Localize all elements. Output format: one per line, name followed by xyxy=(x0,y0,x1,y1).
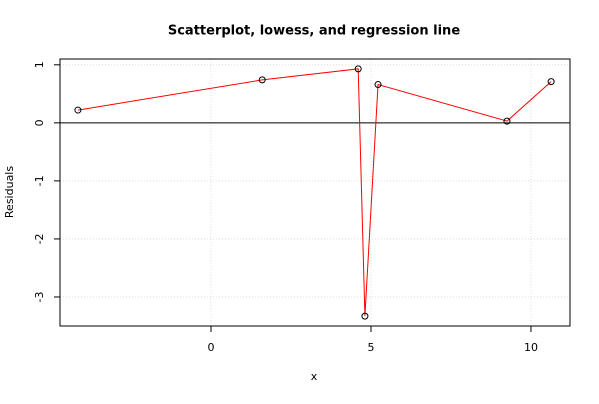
point xyxy=(258,76,266,84)
point xyxy=(361,312,369,320)
y-axis-label: Residuals xyxy=(3,166,16,218)
y-tick-label: 1 xyxy=(33,61,46,68)
y-tick-label: -2 xyxy=(33,233,46,244)
point xyxy=(354,65,362,73)
point xyxy=(547,78,555,86)
y-tick-label: 0 xyxy=(33,119,46,126)
y-tick-label: -3 xyxy=(33,291,46,302)
point xyxy=(503,117,511,125)
x-axis-label: x xyxy=(311,370,318,383)
plot-frame xyxy=(59,58,571,327)
x-tick-label: 5 xyxy=(367,341,374,354)
lowess-line xyxy=(77,68,552,317)
point xyxy=(374,81,382,89)
chart-title: Scatterplot, lowess, and regression line xyxy=(168,24,460,39)
x-tick-label: 0 xyxy=(208,341,215,354)
x-tick-label: 10 xyxy=(524,341,538,354)
y-tick-label: -1 xyxy=(33,175,46,186)
point xyxy=(74,106,82,114)
